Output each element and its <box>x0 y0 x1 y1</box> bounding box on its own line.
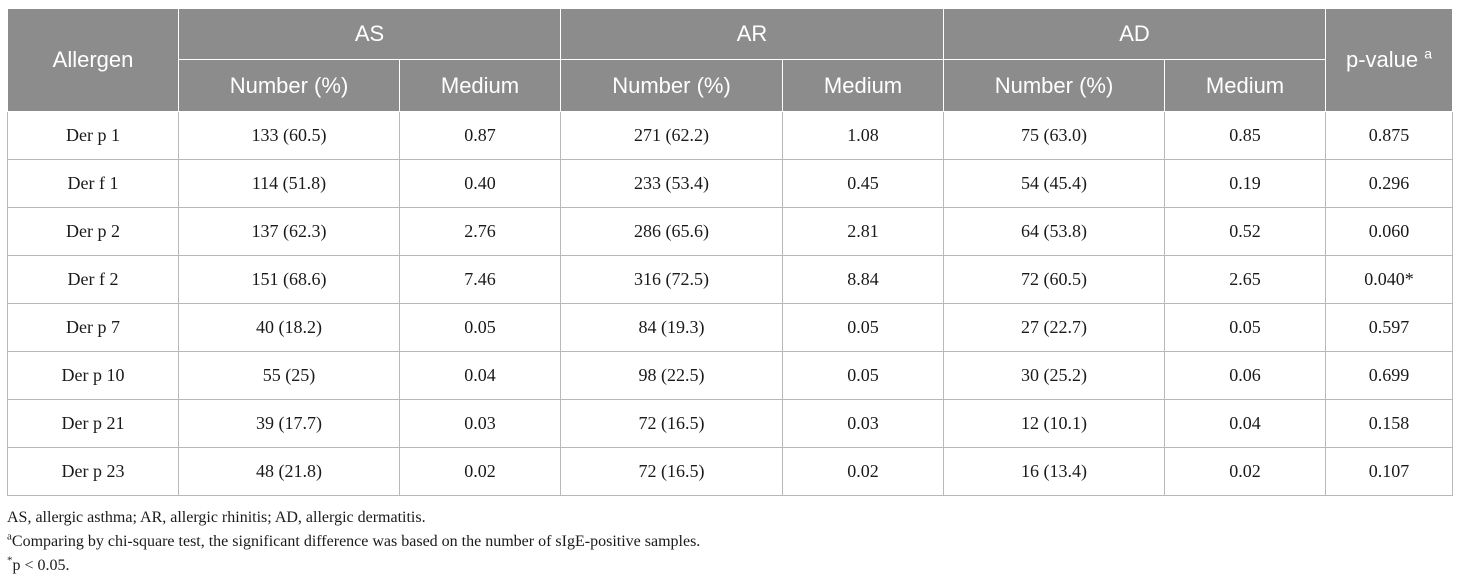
cell-ad-medium: 0.04 <box>1164 399 1327 448</box>
cell-ar-medium: 0.05 <box>782 303 945 352</box>
footnote-abbreviations: AS, allergic asthma; AR, allergic rhinit… <box>7 509 426 526</box>
cell-ad-number: 27 (22.7) <box>943 303 1166 352</box>
cell-allergen: Der f 1 <box>7 159 179 208</box>
cell-allergen: Der p 21 <box>7 399 179 448</box>
cell-ad-medium: 0.06 <box>1164 351 1327 400</box>
cell-pvalue: 0.060 <box>1325 207 1454 256</box>
cell-ar-number: 72 (16.5) <box>560 447 784 496</box>
cell-pvalue: 0.107 <box>1325 447 1454 496</box>
table-row: Der p 2 137 (62.3) 2.76 286 (65.6) 2.81 … <box>7 207 1454 256</box>
table-row: Der p 23 48 (21.8) 0.02 72 (16.5) 0.02 1… <box>7 447 1454 496</box>
cell-ad-medium: 0.02 <box>1164 447 1327 496</box>
cell-ar-medium: 0.02 <box>782 447 945 496</box>
footnote-a: aComparing by chi-square test, the signi… <box>7 530 700 554</box>
cell-ad-number: 30 (25.2) <box>943 351 1166 400</box>
cell-ad-number: 12 (10.1) <box>943 399 1166 448</box>
cell-ad-number: 64 (53.8) <box>943 207 1166 256</box>
table-row: Der f 2 151 (68.6) 7.46 316 (72.5) 8.84 … <box>7 255 1454 304</box>
cell-ad-medium: 0.52 <box>1164 207 1327 256</box>
cell-ad-medium: 0.05 <box>1164 303 1327 352</box>
allergen-table: Allergen AS AR AD p-value a Number (%) M… <box>7 8 1454 496</box>
cell-ad-medium: 0.19 <box>1164 159 1327 208</box>
table-row: Der p 10 55 (25) 0.04 98 (22.5) 0.05 30 … <box>7 351 1454 400</box>
cell-ar-number: 271 (62.2) <box>560 111 784 160</box>
cell-as-medium: 0.04 <box>398 351 562 400</box>
cell-ar-medium: 1.08 <box>782 111 945 160</box>
footnote-star-mark: * <box>7 554 13 567</box>
cell-as-number: 39 (17.7) <box>178 399 400 448</box>
header-group-ad: AD <box>943 8 1327 60</box>
cell-ar-medium: 0.05 <box>782 351 945 400</box>
cell-as-number: 137 (62.3) <box>178 207 400 256</box>
footnote-star: *p < 0.05. <box>7 554 700 578</box>
cell-pvalue: 0.040* <box>1325 255 1454 304</box>
cell-as-medium: 0.02 <box>398 447 562 496</box>
header-group-ar: AR <box>560 8 945 60</box>
header-ad-number: Number (%) <box>943 59 1166 112</box>
cell-ar-medium: 0.45 <box>782 159 945 208</box>
header-pvalue-sup: a <box>1424 45 1433 62</box>
header-group-as: AS <box>177 8 562 60</box>
cell-pvalue: 0.699 <box>1325 351 1454 400</box>
cell-as-medium: 0.03 <box>398 399 562 448</box>
table-row: Der p 1 133 (60.5) 0.87 271 (62.2) 1.08 … <box>7 111 1454 160</box>
cell-ar-number: 286 (65.6) <box>560 207 784 256</box>
table-row: Der f 1 114 (51.8) 0.40 233 (53.4) 0.45 … <box>7 159 1454 208</box>
cell-as-number: 151 (68.6) <box>178 255 400 304</box>
header-as-medium: Medium <box>398 59 562 112</box>
footnote-a-text: Comparing by chi-square test, the signif… <box>11 533 701 550</box>
cell-ad-medium: 0.85 <box>1164 111 1327 160</box>
header-pvalue-label: p-value <box>1345 47 1419 72</box>
header-allergen: Allergen <box>7 8 179 112</box>
cell-pvalue: 0.158 <box>1325 399 1454 448</box>
table-footnotes: AS, allergic asthma; AR, allergic rhinit… <box>7 506 700 578</box>
cell-ad-number: 75 (63.0) <box>943 111 1166 160</box>
cell-ar-medium: 2.81 <box>782 207 945 256</box>
cell-ar-medium: 0.03 <box>782 399 945 448</box>
cell-ar-number: 233 (53.4) <box>560 159 784 208</box>
cell-as-number: 114 (51.8) <box>178 159 400 208</box>
footnote-star-text: p < 0.05. <box>12 557 70 574</box>
cell-ar-number: 84 (19.3) <box>560 303 784 352</box>
cell-as-number: 40 (18.2) <box>178 303 400 352</box>
cell-ar-medium: 8.84 <box>782 255 945 304</box>
cell-allergen: Der p 2 <box>7 207 179 256</box>
cell-ad-medium: 2.65 <box>1164 255 1327 304</box>
table-header: Allergen AS AR AD p-value a Number (%) M… <box>7 8 1454 112</box>
header-as-number: Number (%) <box>178 59 400 112</box>
table-body: Der p 1 133 (60.5) 0.87 271 (62.2) 1.08 … <box>7 111 1454 496</box>
cell-ar-number: 98 (22.5) <box>560 351 784 400</box>
cell-as-number: 55 (25) <box>178 351 400 400</box>
cell-as-number: 48 (21.8) <box>178 447 400 496</box>
table-row: Der p 21 39 (17.7) 0.03 72 (16.5) 0.03 1… <box>7 399 1454 448</box>
cell-as-medium: 7.46 <box>398 255 562 304</box>
cell-pvalue: 0.597 <box>1325 303 1454 352</box>
cell-as-medium: 0.87 <box>398 111 562 160</box>
header-ar-number: Number (%) <box>560 59 784 112</box>
cell-pvalue: 0.296 <box>1325 159 1454 208</box>
cell-allergen: Der f 2 <box>7 255 179 304</box>
cell-allergen: Der p 23 <box>7 447 179 496</box>
cell-allergen: Der p 10 <box>7 351 179 400</box>
cell-pvalue: 0.875 <box>1325 111 1454 160</box>
cell-allergen: Der p 1 <box>7 111 179 160</box>
cell-as-medium: 0.05 <box>398 303 562 352</box>
cell-ad-number: 16 (13.4) <box>943 447 1166 496</box>
table-row: Der p 7 40 (18.2) 0.05 84 (19.3) 0.05 27… <box>7 303 1454 352</box>
cell-as-medium: 2.76 <box>398 207 562 256</box>
cell-ar-number: 316 (72.5) <box>560 255 784 304</box>
header-ad-medium: Medium <box>1164 59 1327 112</box>
header-pvalue: p-value a <box>1325 8 1454 112</box>
cell-as-medium: 0.40 <box>398 159 562 208</box>
cell-ar-number: 72 (16.5) <box>560 399 784 448</box>
cell-allergen: Der p 7 <box>7 303 179 352</box>
cell-ad-number: 54 (45.4) <box>943 159 1166 208</box>
cell-as-number: 133 (60.5) <box>178 111 400 160</box>
footnote-a-mark: a <box>7 530 12 543</box>
cell-ad-number: 72 (60.5) <box>943 255 1166 304</box>
header-ar-medium: Medium <box>782 59 945 112</box>
